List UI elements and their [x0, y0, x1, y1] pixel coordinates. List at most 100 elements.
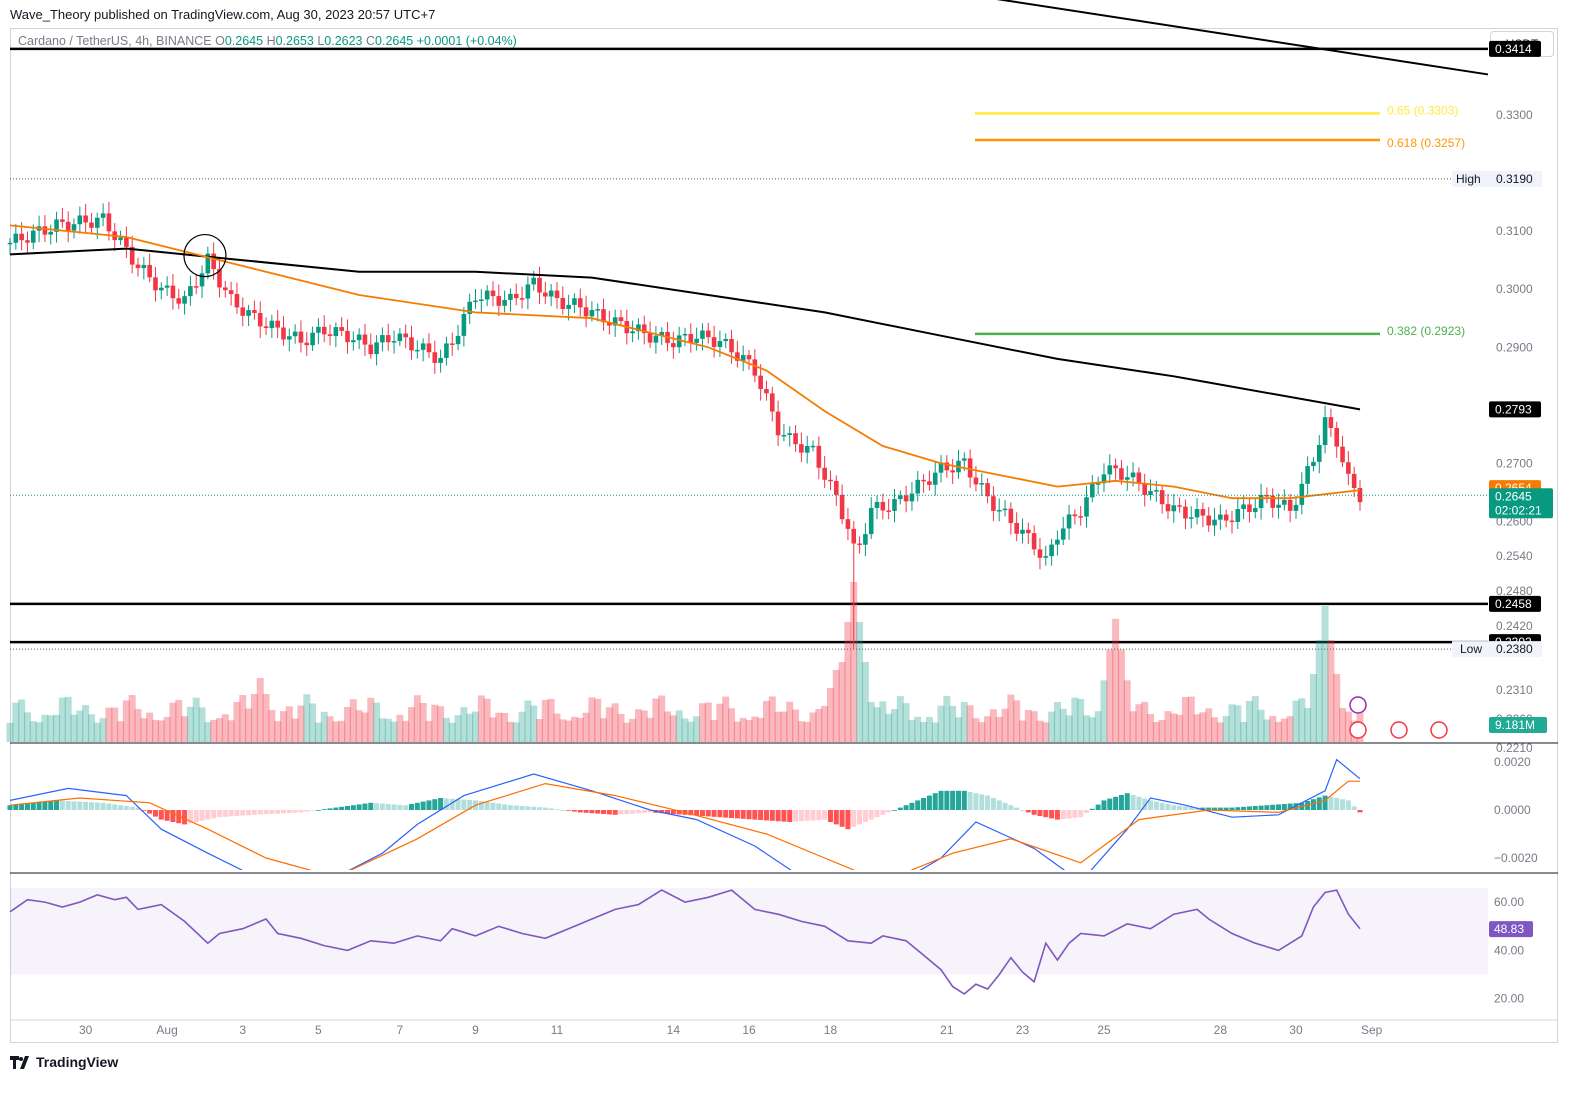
candle-down [688, 333, 694, 343]
volume-bar [367, 697, 375, 742]
volume-bar [175, 699, 183, 742]
macd-histogram-bar [147, 810, 153, 814]
macd-histogram-bar [717, 810, 723, 818]
volume-bar [1199, 712, 1207, 742]
price-axis-label: 0.2480 [1496, 584, 1533, 598]
candle-up [636, 324, 641, 332]
volume-bar [396, 714, 404, 742]
volume-bar [285, 706, 293, 742]
candle-up [1218, 514, 1223, 520]
candle-up [141, 264, 147, 269]
volume-bar [221, 714, 229, 742]
volume-bar [786, 701, 794, 742]
macd-histogram-bar [502, 804, 508, 810]
macd-histogram-bar [1124, 793, 1130, 810]
macd-histogram-bar [589, 810, 595, 814]
macd-line [10, 758, 1361, 870]
macd-histogram-bar [1060, 810, 1066, 819]
candle-up [653, 335, 659, 343]
macd-histogram-bar [1328, 796, 1334, 810]
candle-up [630, 331, 635, 334]
candle-up [94, 217, 100, 228]
volume-bar [669, 715, 677, 742]
volume-bar [954, 717, 962, 742]
price-axis-label: 0.2540 [1496, 549, 1533, 563]
candle-down [89, 222, 94, 228]
macd-histogram-bar [193, 810, 199, 822]
volume-bar [233, 701, 241, 742]
macd-histogram-bar [822, 810, 828, 820]
macd-histogram-bar [804, 810, 810, 821]
volume-bar [1147, 714, 1155, 742]
candle-up [438, 357, 443, 363]
event-marker-icon [1349, 721, 1367, 739]
symbol-name[interactable]: Cardano / TetherUS, 4h, BINANCE [18, 34, 212, 48]
macd-histogram-bar [170, 810, 176, 822]
candle-down [816, 445, 822, 468]
volume-bar [1257, 709, 1265, 742]
candle-down [1200, 509, 1206, 516]
price-axis-label: 0.2210 [1496, 741, 1533, 755]
macd-histogram-bar [1101, 800, 1107, 810]
volume-bar [1327, 640, 1335, 742]
macd-histogram-bar [1148, 800, 1154, 810]
rsi-band [10, 887, 1488, 975]
candle-down [60, 219, 65, 222]
candle-up [13, 233, 19, 243]
volume-bar [1106, 649, 1114, 742]
volume-bar [1339, 708, 1347, 742]
volume-bar [1117, 649, 1125, 742]
candle-down [903, 495, 909, 502]
candle-up [269, 320, 275, 328]
volume-bar [1164, 711, 1172, 742]
candle-down [769, 393, 775, 412]
volume-bar [751, 716, 759, 742]
macd-histogram-bar [315, 810, 321, 811]
candle-down [1119, 468, 1124, 480]
candle-down [944, 462, 950, 471]
macd-histogram-bar [519, 806, 525, 810]
macd-histogram-bar [1159, 802, 1165, 810]
volume-bar [937, 705, 945, 742]
volume-bar [105, 707, 113, 742]
candle-down [368, 344, 374, 355]
candle-up [479, 299, 484, 302]
volume-tag-text: 9.181M [1495, 718, 1535, 732]
volume-bar [984, 716, 992, 742]
volume-bar [1315, 640, 1323, 742]
macd-histogram-bar [891, 810, 897, 811]
volume-bar [1141, 701, 1149, 742]
candle-up [100, 213, 106, 218]
macd-histogram-bar [845, 810, 851, 830]
candle-down [432, 352, 438, 363]
volume-bar [1187, 696, 1195, 742]
macd-histogram-bar [164, 810, 170, 821]
macd-histogram-bar [246, 810, 252, 816]
macd-histogram-bar [746, 810, 752, 820]
candle-up [420, 343, 426, 350]
volume-bar [1176, 714, 1184, 742]
macd-histogram-bar [886, 810, 892, 813]
macd-histogram-bar [292, 810, 298, 813]
volume-bar [617, 713, 625, 742]
macd-histogram-bar [152, 810, 158, 817]
volume-bar [989, 709, 997, 742]
macd-histogram-bar [903, 805, 909, 810]
price-axis-label: 0.2310 [1496, 683, 1533, 697]
time-axis-label: 21 [940, 1023, 954, 1037]
time-axis-label: 30 [79, 1023, 93, 1037]
tradingview-brand[interactable]: TradingView [10, 1054, 118, 1070]
volume-bar [1152, 721, 1160, 742]
macd-histogram-bar [1002, 802, 1008, 810]
volume-bar [256, 678, 264, 742]
volume-bar [1071, 697, 1079, 742]
rsi-axis-label: 20.00 [1494, 992, 1524, 1006]
macd-histogram-bar [135, 807, 141, 810]
macd-histogram-bar [228, 810, 234, 817]
macd-histogram-bar [787, 810, 793, 822]
macd-histogram-bar [269, 810, 275, 814]
candle-up [391, 341, 397, 343]
volume-bar [733, 721, 741, 742]
macd-histogram-bar [449, 798, 455, 810]
